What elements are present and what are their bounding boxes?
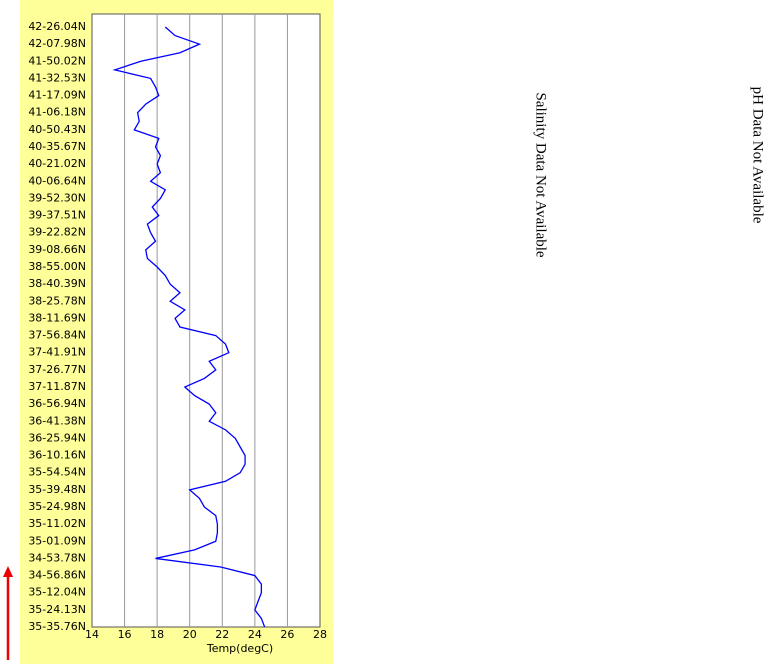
y-tick-label: 35-24.98N xyxy=(28,500,86,513)
y-tick-label: 41-50.02N xyxy=(28,54,86,67)
y-tick-label: 35-39.48N xyxy=(28,483,86,496)
y-tick-label: 42-26.04N xyxy=(28,20,86,33)
x-tick-label: 26 xyxy=(280,628,294,641)
x-tick-label: 20 xyxy=(183,628,197,641)
y-tick-label: 37-56.84N xyxy=(28,329,86,342)
y-tick-label: 37-41.91N xyxy=(28,346,86,359)
y-tick-label: 38-25.78N xyxy=(28,294,86,307)
y-tick-label: 35-35.76N xyxy=(28,620,86,633)
y-tick-label: 35-11.02N xyxy=(28,517,86,530)
y-tick-label: 42-07.98N xyxy=(28,37,86,50)
y-tick-label: 38-55.00N xyxy=(28,260,86,273)
y-tick-label: 41-17.09N xyxy=(28,89,86,102)
x-tick-label: 24 xyxy=(248,628,262,641)
y-tick-label: 36-10.16N xyxy=(28,449,86,462)
y-tick-label: 34-53.78N xyxy=(28,551,86,564)
y-tick-label: 36-56.94N xyxy=(28,397,86,410)
x-tick-label: 22 xyxy=(215,628,229,641)
y-tick-label: 36-41.38N xyxy=(28,414,86,427)
y-tick-label: 35-01.09N xyxy=(28,534,86,547)
ph-note: pH Data Not Available xyxy=(750,87,766,224)
arrow-head xyxy=(3,566,13,577)
y-tick-label: 39-22.82N xyxy=(28,226,86,239)
y-tick-label: 40-06.64N xyxy=(28,174,86,187)
y-tick-label: 39-52.30N xyxy=(28,191,86,204)
y-tick-label: 35-12.04N xyxy=(28,586,86,599)
y-tick-label: 37-26.77N xyxy=(28,363,86,376)
salinity-note: Salinity Data Not Available xyxy=(533,92,549,257)
y-tick-label: 38-11.69N xyxy=(28,311,86,324)
x-tick-label: 14 xyxy=(85,628,99,641)
temp-line xyxy=(112,26,266,628)
y-tick-label: 39-37.51N xyxy=(28,209,86,222)
y-tick-label: 36-25.94N xyxy=(28,431,86,444)
y-tick-label: 40-50.43N xyxy=(28,123,86,136)
x-axis-label: Temp(degC) xyxy=(206,642,273,655)
y-tick-label: 40-35.67N xyxy=(28,140,86,153)
y-tick-label: 41-06.18N xyxy=(28,106,86,119)
y-tick-label: 37-11.87N xyxy=(28,380,86,393)
y-tick-label: 38-40.39N xyxy=(28,277,86,290)
x-tick-label: 18 xyxy=(150,628,164,641)
plot-area xyxy=(91,13,321,628)
y-tick-label: 34-56.86N xyxy=(28,569,86,582)
y-tick-label: 39-08.66N xyxy=(28,243,86,256)
y-tick-label: 41-32.53N xyxy=(28,71,86,84)
y-tick-label: 35-54.54N xyxy=(28,466,86,479)
y-tick-label: 35-24.13N xyxy=(28,603,86,616)
y-tick-label: 40-21.02N xyxy=(28,157,86,170)
x-tick-label: 16 xyxy=(118,628,132,641)
x-tick-label: 28 xyxy=(313,628,327,641)
